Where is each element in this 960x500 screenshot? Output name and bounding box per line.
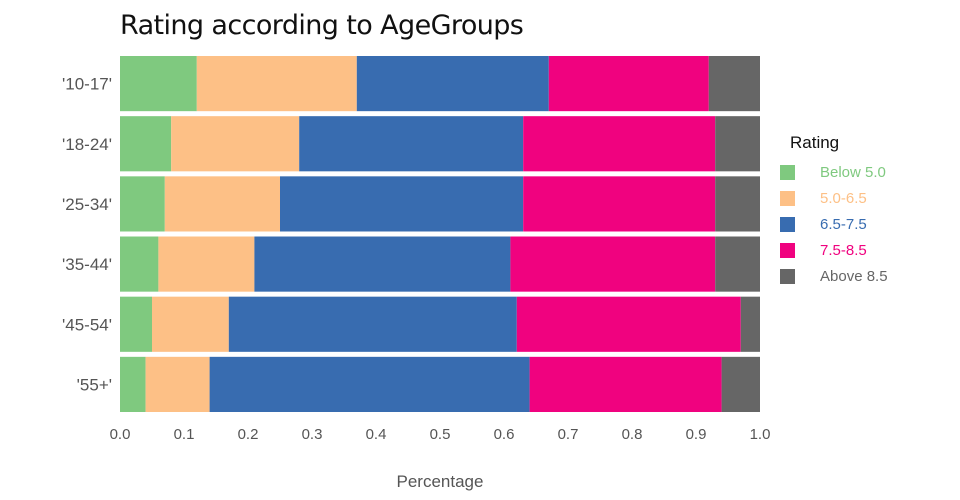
x-axis-label: Percentage [397,472,484,491]
bar-segment-5-1 [120,296,152,352]
bar-segment-3-1 [120,176,165,232]
legend-label: 6.5-7.5 [820,215,867,233]
bar-segment-4-1 [120,236,159,292]
legend-label: Above 8.5 [820,267,888,285]
x-tick-label: 0.2 [238,426,259,443]
bar-segment-4-5 [715,236,760,292]
bar-segment-6-5 [721,356,760,412]
bar-segment-5-5 [740,296,760,352]
bar-segment-5-3 [228,296,517,352]
bar-segment-6-3 [209,356,530,412]
bar-segment-1-3 [356,56,549,112]
chart-title: Rating according to AgeGroups [120,10,524,41]
bar-segment-2-4 [523,116,716,172]
legend-label: 7.5-8.5 [820,241,867,259]
legend-item: Above 8.5 [780,263,950,289]
x-tick-label: 0.0 [110,426,131,443]
bar-segment-5-4 [516,296,741,352]
legend-swatch [780,164,795,180]
bar-segment-1-1 [120,56,197,112]
bar-segment-2-1 [120,116,172,172]
category-label: '35-44' [62,255,112,274]
bar-segment-4-4 [510,236,716,292]
bar-segment-6-2 [145,356,210,412]
x-tick-label: 0.3 [302,426,323,443]
x-tick-label: 0.9 [686,426,707,443]
x-tick-label: 1.0 [750,426,771,443]
bar-segment-1-5 [708,56,760,112]
bar-segment-4-2 [158,236,255,292]
category-label: '10-17' [62,75,112,94]
legend-item: Below 5.0 [780,159,950,185]
x-tick-label: 0.8 [622,426,643,443]
legend-items: Below 5.0 5.0-6.5 6.5-7.5 7.5-8.5 Above 8.5 [780,159,950,289]
bar-segment-1-2 [196,56,357,112]
bar-segment-2-5 [715,116,760,172]
bar-segment-1-4 [548,56,709,112]
bar-segment-3-5 [715,176,760,232]
legend-label: 5.0-6.5 [820,189,867,207]
bar-segment-6-4 [529,356,722,412]
category-label: '55+' [77,375,112,394]
legend-swatch [780,268,795,284]
bar-segment-2-2 [171,116,300,172]
legend-swatch [780,216,795,232]
x-tick-label: 0.4 [366,426,387,443]
bar-segment-3-4 [523,176,716,232]
legend-title: Rating [790,133,840,152]
legend-item: 7.5-8.5 [780,237,950,263]
x-axis-ticks: 0.0 0.1 0.2 0.3 0.4 0.5 0.6 0.7 0.8 0.9 1.0 [110,426,771,443]
x-tick-label: 0.1 [174,426,195,443]
bar-segment-6-1 [120,356,146,412]
bar-segment-2-3 [299,116,524,172]
bar-segment-3-3 [280,176,524,232]
legend-item: 5.0-6.5 [780,185,950,211]
category-label: '45-54' [62,315,112,334]
legend-swatch [780,242,795,258]
category-label: '25-34' [62,195,112,214]
category-label: '18-24' [62,135,112,154]
legend: Rating Below 5.0 5.0-6.5 6.5-7.5 7.5-8.5 Abo… [780,133,950,289]
bar-segment-4-3 [254,236,511,292]
x-tick-label: 0.5 [430,426,451,443]
bars-group [120,56,760,412]
category-labels: '10-17' '18-24' '25-34' '35-44' '45-54' '55+' [62,75,112,395]
legend-swatch [780,190,795,206]
x-tick-label: 0.6 [494,426,515,443]
bar-segment-3-2 [164,176,280,232]
legend-item: 6.5-7.5 [780,211,950,237]
bar-segment-5-2 [152,296,229,352]
legend-label: Below 5.0 [820,163,886,181]
x-tick-label: 0.7 [558,426,579,443]
